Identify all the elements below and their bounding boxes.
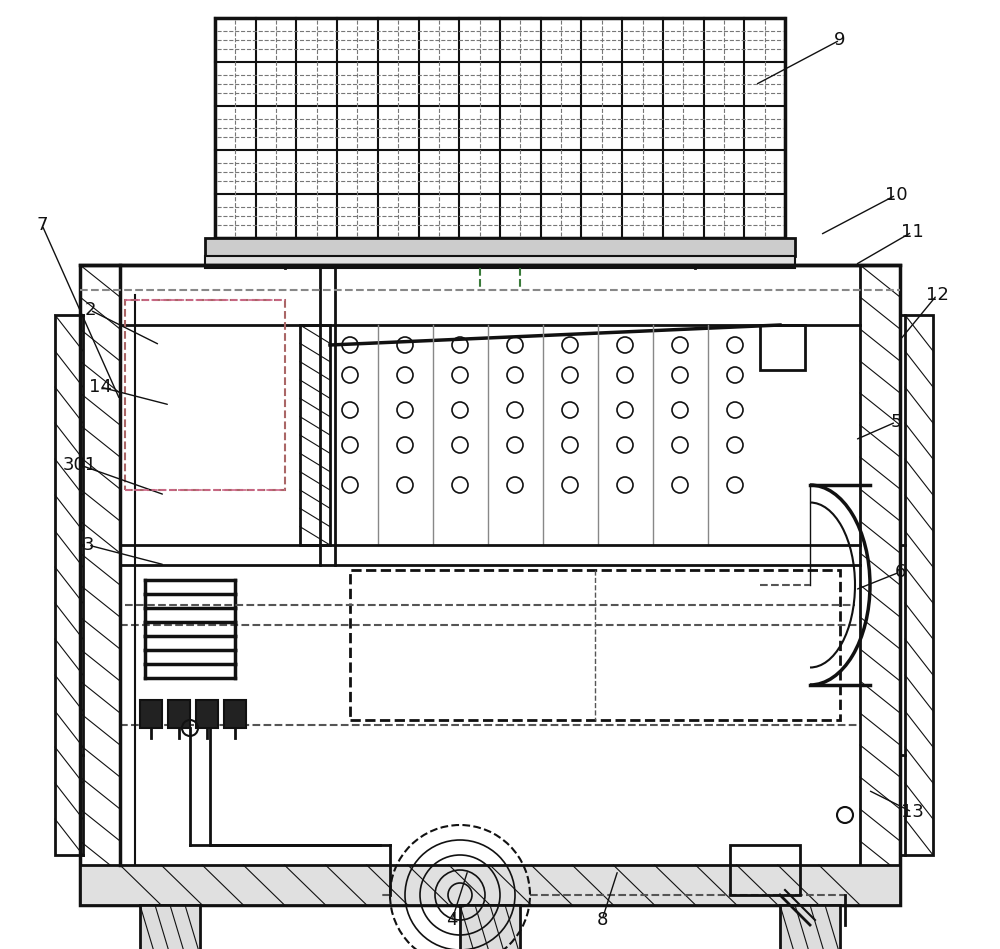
Bar bbox=[460, 905, 520, 949]
Text: 11: 11 bbox=[901, 223, 923, 241]
Bar bbox=[196, 700, 218, 728]
Text: 6: 6 bbox=[894, 563, 906, 581]
Bar bbox=[205, 256, 795, 268]
Bar bbox=[350, 570, 840, 720]
Bar bbox=[140, 700, 162, 728]
Text: 13: 13 bbox=[901, 803, 923, 821]
Text: 7: 7 bbox=[36, 216, 48, 234]
Text: 10: 10 bbox=[885, 186, 907, 204]
Bar bbox=[168, 700, 190, 728]
Bar bbox=[905, 315, 933, 855]
Text: 5: 5 bbox=[890, 413, 902, 431]
Text: 4: 4 bbox=[446, 911, 458, 929]
Text: 2: 2 bbox=[84, 301, 96, 319]
Text: 3: 3 bbox=[82, 536, 94, 554]
Bar bbox=[224, 700, 246, 728]
Bar bbox=[80, 865, 900, 905]
Bar bbox=[215, 18, 785, 238]
Bar bbox=[80, 265, 900, 905]
Bar bbox=[80, 265, 120, 905]
Text: 14: 14 bbox=[89, 378, 111, 396]
Bar bbox=[140, 905, 200, 949]
Bar bbox=[730, 845, 800, 895]
Bar bbox=[860, 265, 900, 905]
Bar bbox=[125, 300, 285, 490]
Text: 8: 8 bbox=[596, 911, 608, 929]
Bar bbox=[780, 905, 840, 949]
Text: 301: 301 bbox=[63, 456, 97, 474]
Bar bbox=[205, 238, 795, 256]
Text: 12: 12 bbox=[926, 286, 948, 304]
Bar bbox=[760, 325, 805, 370]
Text: 9: 9 bbox=[834, 31, 846, 49]
Bar bbox=[300, 325, 330, 545]
Bar bbox=[55, 315, 83, 855]
